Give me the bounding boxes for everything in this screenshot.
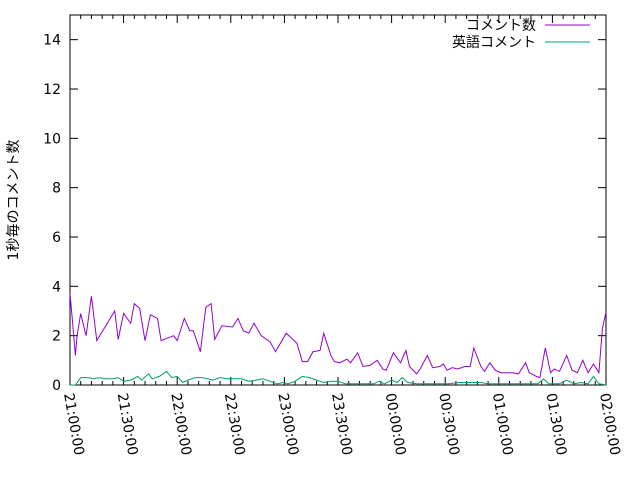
y-tick-label: 10 [43,131,61,147]
y-tick-label: 14 [43,33,61,49]
x-tick-label: 00:30:00 [435,392,462,457]
x-tick-label: 01:00:00 [489,392,516,457]
y-tick-label: 12 [43,82,61,98]
series-line-0 [69,293,607,379]
x-tick-label: 01:30:00 [542,392,569,457]
x-tick-label: 00:00:00 [382,392,409,457]
x-tick-label: 21:30:00 [114,392,141,457]
y-tick-label: 4 [52,279,61,295]
x-tick-labels: 21:00:00 21:30:00 22:00:00 22:30:00 23:00:00… [60,392,623,457]
series-lines [69,293,607,386]
legend-label-1: 英語コメント [452,34,536,51]
legend-label-0: コメント数 [466,18,536,34]
legend: コメント数 英語コメント [452,18,590,51]
series-line-1 [70,370,607,386]
x-tick-label: 23:30:00 [328,392,355,457]
x-tick-label: 21:00:00 [60,392,87,457]
y-tick-label: 0 [52,378,61,394]
y-tick-labels: 0 2 4 6 8 10 12 14 [43,33,61,394]
y-tick-label: 6 [52,230,61,246]
y-tick-label: 8 [52,181,61,197]
x-tick-label: 22:00:00 [167,392,194,457]
y-axis-label: 1秒毎のコメント数 [6,140,22,261]
x-tick-label: 23:00:00 [274,392,301,457]
plot-border [69,14,607,386]
axes [69,14,607,386]
y-tick-label: 2 [52,329,61,345]
x-tick-label: 02:00:00 [596,392,623,457]
x-tick-label: 22:30:00 [221,392,248,457]
